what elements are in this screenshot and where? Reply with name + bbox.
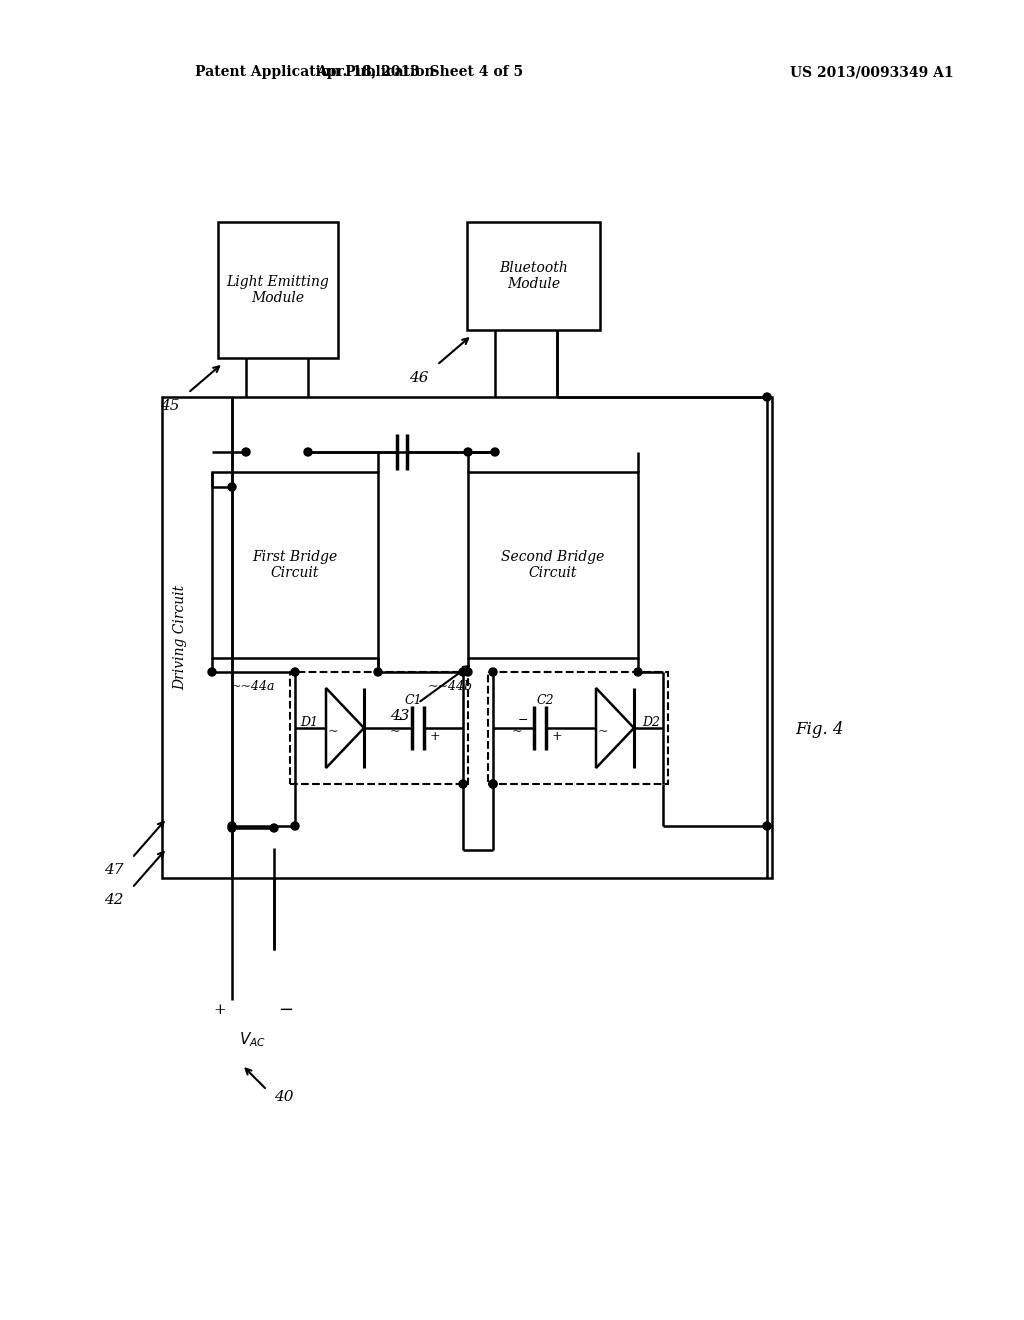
Text: −: − bbox=[395, 714, 406, 726]
Text: Driving Circuit: Driving Circuit bbox=[173, 585, 187, 690]
Text: 46: 46 bbox=[410, 371, 429, 385]
Circle shape bbox=[459, 668, 467, 676]
Text: ~: ~ bbox=[389, 726, 400, 738]
Circle shape bbox=[228, 822, 236, 830]
Circle shape bbox=[242, 447, 250, 455]
Text: Patent Application Publication: Patent Application Publication bbox=[195, 65, 434, 79]
Circle shape bbox=[459, 780, 467, 788]
Circle shape bbox=[228, 483, 236, 491]
Circle shape bbox=[634, 668, 642, 676]
Circle shape bbox=[270, 824, 278, 832]
Circle shape bbox=[464, 447, 472, 455]
Text: ~: ~ bbox=[512, 726, 522, 738]
Text: C2: C2 bbox=[537, 693, 554, 706]
Text: D2: D2 bbox=[642, 717, 660, 730]
Circle shape bbox=[489, 780, 497, 788]
Text: First Bridge
Circuit: First Bridge Circuit bbox=[252, 550, 338, 579]
Circle shape bbox=[374, 668, 382, 676]
Text: Fig. 4: Fig. 4 bbox=[796, 722, 845, 738]
Text: 43: 43 bbox=[390, 709, 410, 723]
Text: D1: D1 bbox=[300, 717, 318, 730]
Text: ~: ~ bbox=[598, 726, 608, 738]
Circle shape bbox=[763, 393, 771, 401]
Text: Bluetooth
Module: Bluetooth Module bbox=[499, 261, 568, 292]
Text: −: − bbox=[517, 714, 528, 726]
Text: US 2013/0093349 A1: US 2013/0093349 A1 bbox=[790, 65, 953, 79]
Bar bbox=[468, 473, 638, 657]
Circle shape bbox=[291, 668, 299, 676]
Circle shape bbox=[489, 780, 497, 788]
Circle shape bbox=[228, 824, 236, 832]
Text: Apr. 18, 2013  Sheet 4 of 5: Apr. 18, 2013 Sheet 4 of 5 bbox=[316, 65, 523, 79]
Bar bbox=[218, 222, 338, 358]
Bar bbox=[162, 397, 772, 878]
Text: C1: C1 bbox=[404, 693, 422, 706]
Bar bbox=[290, 672, 468, 784]
Text: 40: 40 bbox=[274, 1090, 294, 1104]
Text: ~: ~ bbox=[328, 726, 339, 738]
Text: Light Emitting
Module: Light Emitting Module bbox=[226, 275, 330, 305]
Bar bbox=[212, 473, 378, 657]
Text: 45: 45 bbox=[161, 399, 180, 413]
Text: 47: 47 bbox=[104, 863, 124, 876]
Circle shape bbox=[763, 822, 771, 830]
Bar bbox=[467, 222, 600, 330]
Circle shape bbox=[291, 822, 299, 830]
Circle shape bbox=[490, 447, 499, 455]
Text: +: + bbox=[552, 730, 562, 742]
Text: +: + bbox=[214, 1003, 226, 1016]
Circle shape bbox=[208, 668, 216, 676]
Text: +: + bbox=[430, 730, 440, 742]
Circle shape bbox=[489, 668, 497, 676]
Text: $V_{AC}$: $V_{AC}$ bbox=[240, 1031, 266, 1049]
Text: −: − bbox=[279, 1001, 294, 1019]
Text: 42: 42 bbox=[104, 894, 124, 907]
Bar bbox=[488, 672, 668, 784]
Text: Second Bridge
Circuit: Second Bridge Circuit bbox=[502, 550, 605, 579]
Circle shape bbox=[304, 447, 312, 455]
Text: ~~44a: ~~44a bbox=[230, 681, 275, 693]
Circle shape bbox=[464, 668, 472, 676]
Text: ~~44b: ~~44b bbox=[428, 681, 473, 693]
